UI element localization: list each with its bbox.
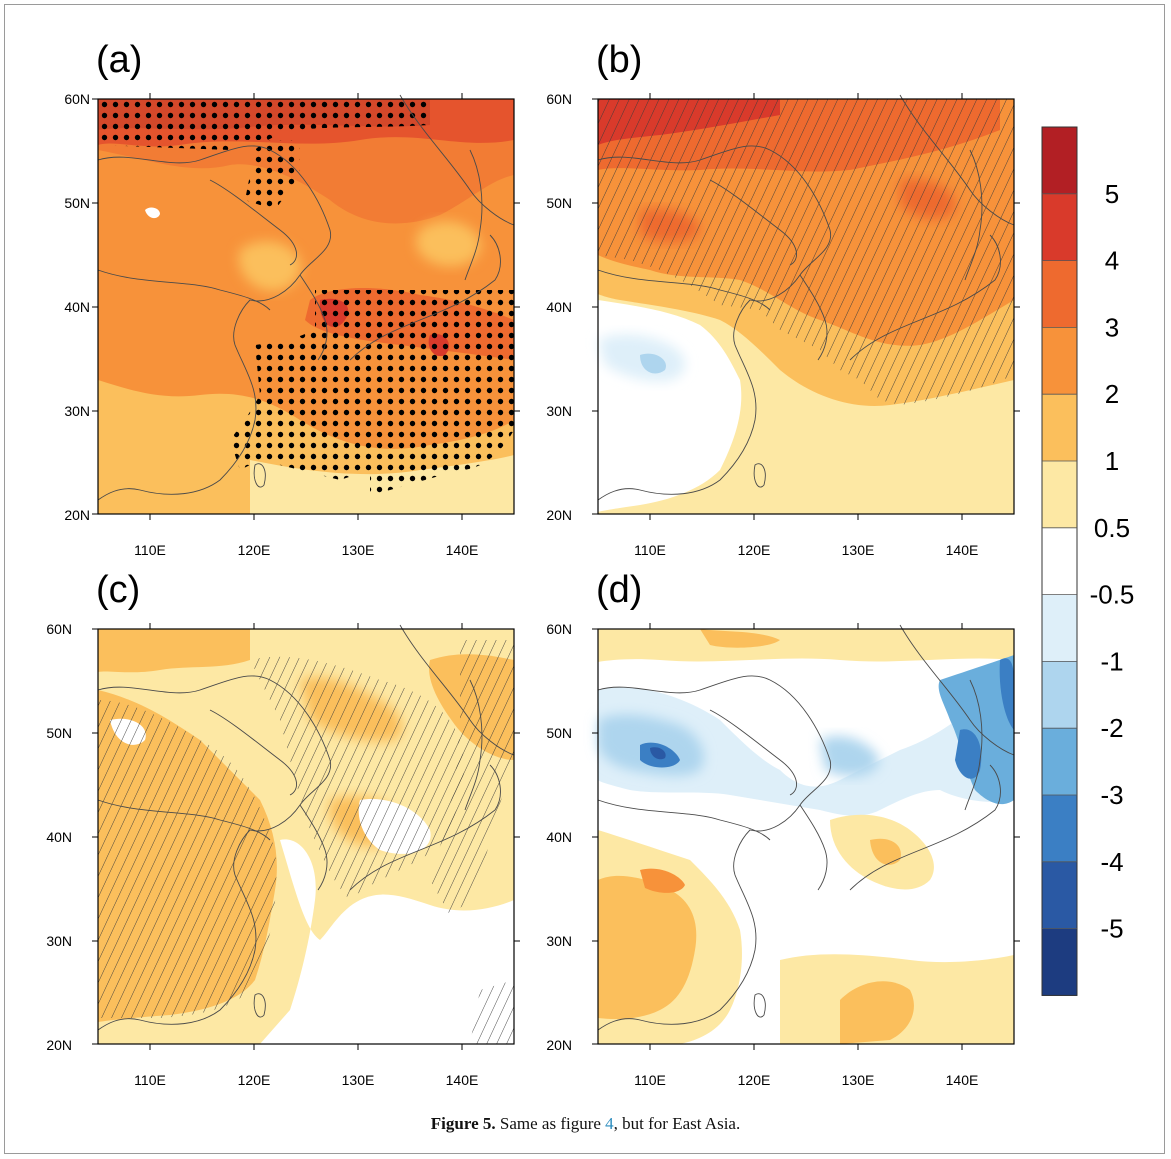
svg-text:20N: 20N — [46, 1037, 72, 1053]
figure-caption: Figure 5. Same as figure 4, but for East… — [0, 1114, 1171, 1134]
svg-text:110E: 110E — [134, 1072, 166, 1088]
caption-label: Figure 5. — [430, 1114, 496, 1133]
colorbar-label: -2 — [1100, 713, 1123, 743]
coastlines — [597, 624, 1015, 1031]
svg-text:60N: 60N — [546, 91, 572, 107]
colorbar-label: 1 — [1105, 446, 1119, 476]
svg-text:60N: 60N — [546, 621, 572, 637]
colorbar-swatch — [1042, 127, 1077, 195]
svg-text:50N: 50N — [46, 725, 72, 741]
colorbar-label: 3 — [1105, 312, 1119, 342]
svg-text:120E: 120E — [738, 542, 771, 558]
panel-label: (d) — [596, 569, 642, 611]
panel-label: (b) — [596, 39, 642, 81]
svg-text:50N: 50N — [546, 195, 572, 211]
colorbar-label: -5 — [1100, 914, 1123, 944]
colorbar-label: 4 — [1105, 246, 1119, 276]
panel-b: (b) 60N 50N 40N — [546, 39, 1020, 558]
panel-a: (a) — [64, 39, 520, 558]
lon-ticks: 110E 120E 130E 140E — [634, 1072, 978, 1088]
colorbar-label: -1 — [1100, 646, 1123, 676]
map-field — [98, 629, 514, 1044]
colorbar-swatch — [1042, 193, 1077, 262]
svg-text:20N: 20N — [64, 507, 90, 523]
svg-text:140E: 140E — [946, 542, 979, 558]
colorbar-swatch — [1042, 260, 1077, 328]
tick-marks — [92, 93, 520, 520]
svg-text:130E: 130E — [342, 1072, 375, 1088]
coastlines — [97, 94, 515, 501]
lat-ticks: 60N 50N 40N 30N 20N — [64, 91, 90, 523]
svg-text:20N: 20N — [546, 1037, 572, 1053]
colorbar-swatch — [1042, 461, 1077, 529]
svg-text:50N: 50N — [64, 195, 90, 211]
svg-text:110E: 110E — [134, 542, 166, 558]
svg-text:140E: 140E — [946, 1072, 979, 1088]
figure-panels: (a) — [46, 39, 1135, 1088]
panel-label: (c) — [96, 569, 140, 611]
lat-ticks: 60N 50N 40N 30N 20N — [546, 91, 572, 523]
lon-ticks: 110E 120E 130E 140E — [134, 1072, 478, 1088]
coastlines — [597, 94, 1015, 501]
panel-label: (a) — [96, 39, 142, 81]
colorbar-label: 5 — [1105, 179, 1119, 209]
svg-text:40N: 40N — [64, 299, 90, 315]
lon-ticks: 110E 120E 130E 140E — [634, 542, 978, 558]
svg-text:40N: 40N — [546, 299, 572, 315]
colorbar-swatch — [1042, 394, 1077, 462]
svg-text:140E: 140E — [446, 1072, 479, 1088]
svg-text:60N: 60N — [46, 621, 72, 637]
colorbar-swatch — [1042, 795, 1077, 863]
svg-text:120E: 120E — [238, 1072, 271, 1088]
colorbar: 5 4 3 2 1 0.5 -0.5 -1 -2 -3 -4 -5 — [1041, 126, 1135, 996]
caption-text-before: Same as figure — [495, 1114, 606, 1133]
map-field — [598, 99, 1014, 514]
svg-text:40N: 40N — [546, 829, 572, 845]
panel-d: (d) — [546, 569, 1020, 1088]
colorbar-label: 0.5 — [1094, 513, 1130, 543]
tick-marks — [592, 623, 1020, 1050]
svg-text:50N: 50N — [546, 725, 572, 741]
svg-text:20N: 20N — [546, 507, 572, 523]
colorbar-frame — [1041, 126, 1078, 996]
svg-text:30N: 30N — [546, 403, 572, 419]
svg-text:110E: 110E — [634, 1072, 666, 1088]
caption-figure-link[interactable]: 4 — [605, 1114, 614, 1133]
colorbar-swatch — [1042, 661, 1077, 729]
colorbar-swatch — [1042, 861, 1077, 930]
colorbar-swatch — [1042, 728, 1077, 796]
svg-text:130E: 130E — [342, 542, 375, 558]
lat-ticks: 60N 50N 40N 30N 20N — [46, 621, 72, 1053]
map-field — [598, 629, 1014, 1044]
svg-text:120E: 120E — [738, 1072, 771, 1088]
svg-text:40N: 40N — [46, 829, 72, 845]
svg-text:30N: 30N — [546, 933, 572, 949]
tick-marks — [592, 93, 1020, 520]
colorbar-label: -4 — [1100, 847, 1123, 877]
colorbar-swatch — [1042, 527, 1077, 596]
svg-text:110E: 110E — [634, 542, 666, 558]
svg-text:30N: 30N — [46, 933, 72, 949]
svg-text:130E: 130E — [842, 542, 875, 558]
svg-text:30N: 30N — [64, 403, 90, 419]
tick-marks — [92, 623, 520, 1050]
svg-text:120E: 120E — [238, 542, 271, 558]
svg-text:140E: 140E — [446, 542, 479, 558]
svg-text:60N: 60N — [64, 91, 90, 107]
panel-c: (c) 60N 50N — [46, 569, 520, 1088]
svg-text:130E: 130E — [842, 1072, 875, 1088]
colorbar-label: -3 — [1100, 780, 1123, 810]
lat-ticks: 60N 50N 40N 30N 20N — [546, 621, 572, 1053]
lon-ticks: 110E 120E 130E 140E — [134, 542, 478, 558]
figure-frame — [4, 4, 1165, 1154]
colorbar-label: 2 — [1105, 379, 1119, 409]
colorbar-swatch — [1042, 594, 1077, 662]
colorbar-swatch — [1042, 327, 1077, 395]
coastlines — [97, 624, 515, 1031]
caption-text-after: , but for East Asia. — [613, 1114, 741, 1133]
colorbar-swatch — [1042, 928, 1077, 996]
colorbar-label: -0.5 — [1090, 580, 1135, 610]
